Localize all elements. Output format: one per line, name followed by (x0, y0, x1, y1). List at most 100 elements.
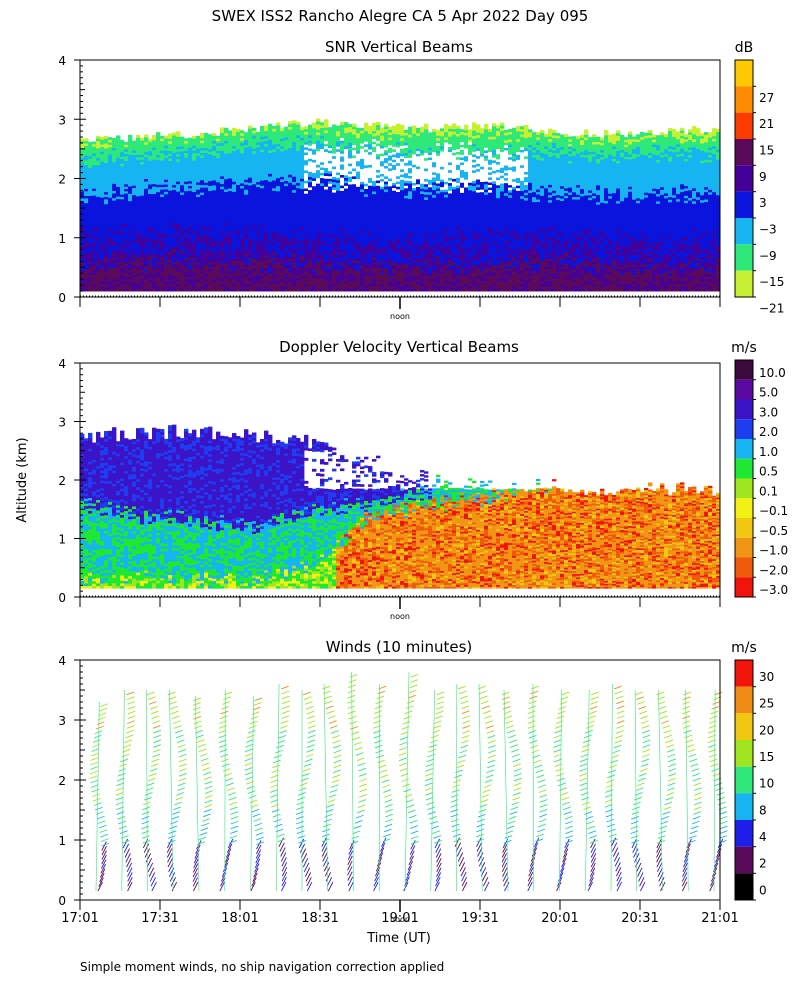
snr-cell (204, 278, 209, 282)
snr-cell (312, 206, 317, 210)
snr-cell (192, 181, 197, 185)
snr-cell (96, 150, 101, 154)
snr-cell (236, 240, 241, 244)
snr-cell (180, 271, 185, 275)
snr-cell (364, 125, 369, 129)
snr-cell (184, 238, 189, 242)
snr-cell (292, 200, 297, 204)
snr-cell (236, 166, 241, 170)
snr-cell (328, 234, 333, 238)
snr-cell (164, 286, 169, 290)
snr-cell (284, 216, 289, 220)
snr-cell (124, 176, 129, 180)
snr-cell (336, 203, 341, 207)
snr-cell (360, 280, 365, 284)
snr-cell (184, 221, 189, 225)
snr-cell (244, 246, 249, 250)
snr-cell (204, 224, 209, 228)
snr-cell (316, 175, 321, 179)
snr-cell (84, 209, 89, 213)
snr-cell (260, 144, 265, 148)
snr-cell (336, 241, 341, 245)
snr-cell (148, 181, 153, 185)
snr-cell (132, 206, 137, 210)
snr-cell (232, 224, 237, 228)
snr-cell (180, 148, 185, 152)
snr-cell (132, 227, 137, 231)
snr-cell (212, 268, 217, 272)
snr-cell (116, 215, 121, 219)
snr-cell (252, 183, 257, 187)
snr-cell (160, 281, 165, 285)
snr-cell (256, 144, 261, 148)
snr-cell (108, 144, 113, 148)
snr-cell (364, 256, 369, 260)
snr-cell (260, 180, 265, 184)
snr-cell (136, 247, 141, 251)
snr-cell (192, 235, 197, 239)
snr-cell (172, 216, 177, 220)
snr-cell (176, 191, 181, 195)
snr-cell (192, 252, 197, 256)
snr-cell (248, 221, 253, 225)
snr-cell (208, 136, 213, 140)
snr-cell (316, 266, 321, 270)
snr-cell (300, 170, 305, 174)
snr-cell (220, 252, 225, 256)
snr-cell (244, 171, 249, 175)
snr-cell (144, 173, 149, 177)
snr-cell (388, 275, 393, 279)
snr-cell (304, 208, 309, 212)
snr-cell (352, 280, 357, 284)
snr-cell (144, 190, 149, 194)
snr-cell (268, 126, 273, 130)
snr-cell (108, 204, 113, 208)
snr-cell (192, 269, 197, 273)
snr-cell (204, 132, 209, 136)
snr-cell (116, 193, 121, 197)
snr-cell (384, 212, 389, 216)
snr-cell (364, 209, 369, 213)
snr-cell (356, 168, 361, 172)
snr-cell (176, 236, 181, 240)
snr-cell (192, 242, 197, 246)
snr-cell (92, 192, 97, 196)
snr-cell (340, 140, 345, 144)
snr-cell (252, 280, 257, 284)
snr-cell (132, 180, 137, 184)
snr-cell (92, 225, 97, 229)
snr-cell (144, 278, 149, 282)
snr-cell (384, 170, 389, 174)
snr-cell (132, 269, 137, 273)
snr-cell (332, 254, 337, 258)
snr-cell (192, 278, 197, 282)
snr-cell (172, 184, 177, 188)
snr-cell (176, 186, 181, 190)
snr-cell (228, 140, 233, 144)
snr-cell (364, 201, 369, 205)
snr-cell (164, 225, 169, 229)
snr-cell (216, 152, 221, 156)
snr-cell (208, 273, 213, 277)
snr-cell (332, 246, 337, 250)
snr-cell (180, 228, 185, 232)
snr-cell (200, 268, 205, 272)
snr-cell (380, 250, 385, 254)
snr-cell (188, 274, 193, 278)
snr-plot (80, 118, 721, 292)
snr-cell (372, 188, 377, 192)
snr-cell (188, 176, 193, 179)
snr-cell (132, 284, 137, 287)
snr-cell (364, 206, 369, 211)
snr-cell (312, 180, 317, 184)
snr-cell (204, 192, 209, 196)
snr-cell (160, 191, 165, 195)
snr-cell (236, 143, 241, 147)
snr-cell (228, 208, 233, 212)
snr-cell (116, 162, 121, 165)
snr-cell (180, 221, 185, 224)
snr-cell (120, 239, 125, 242)
snr-cell (264, 221, 269, 225)
snr-cell (148, 231, 153, 235)
snr-cell (244, 241, 249, 245)
